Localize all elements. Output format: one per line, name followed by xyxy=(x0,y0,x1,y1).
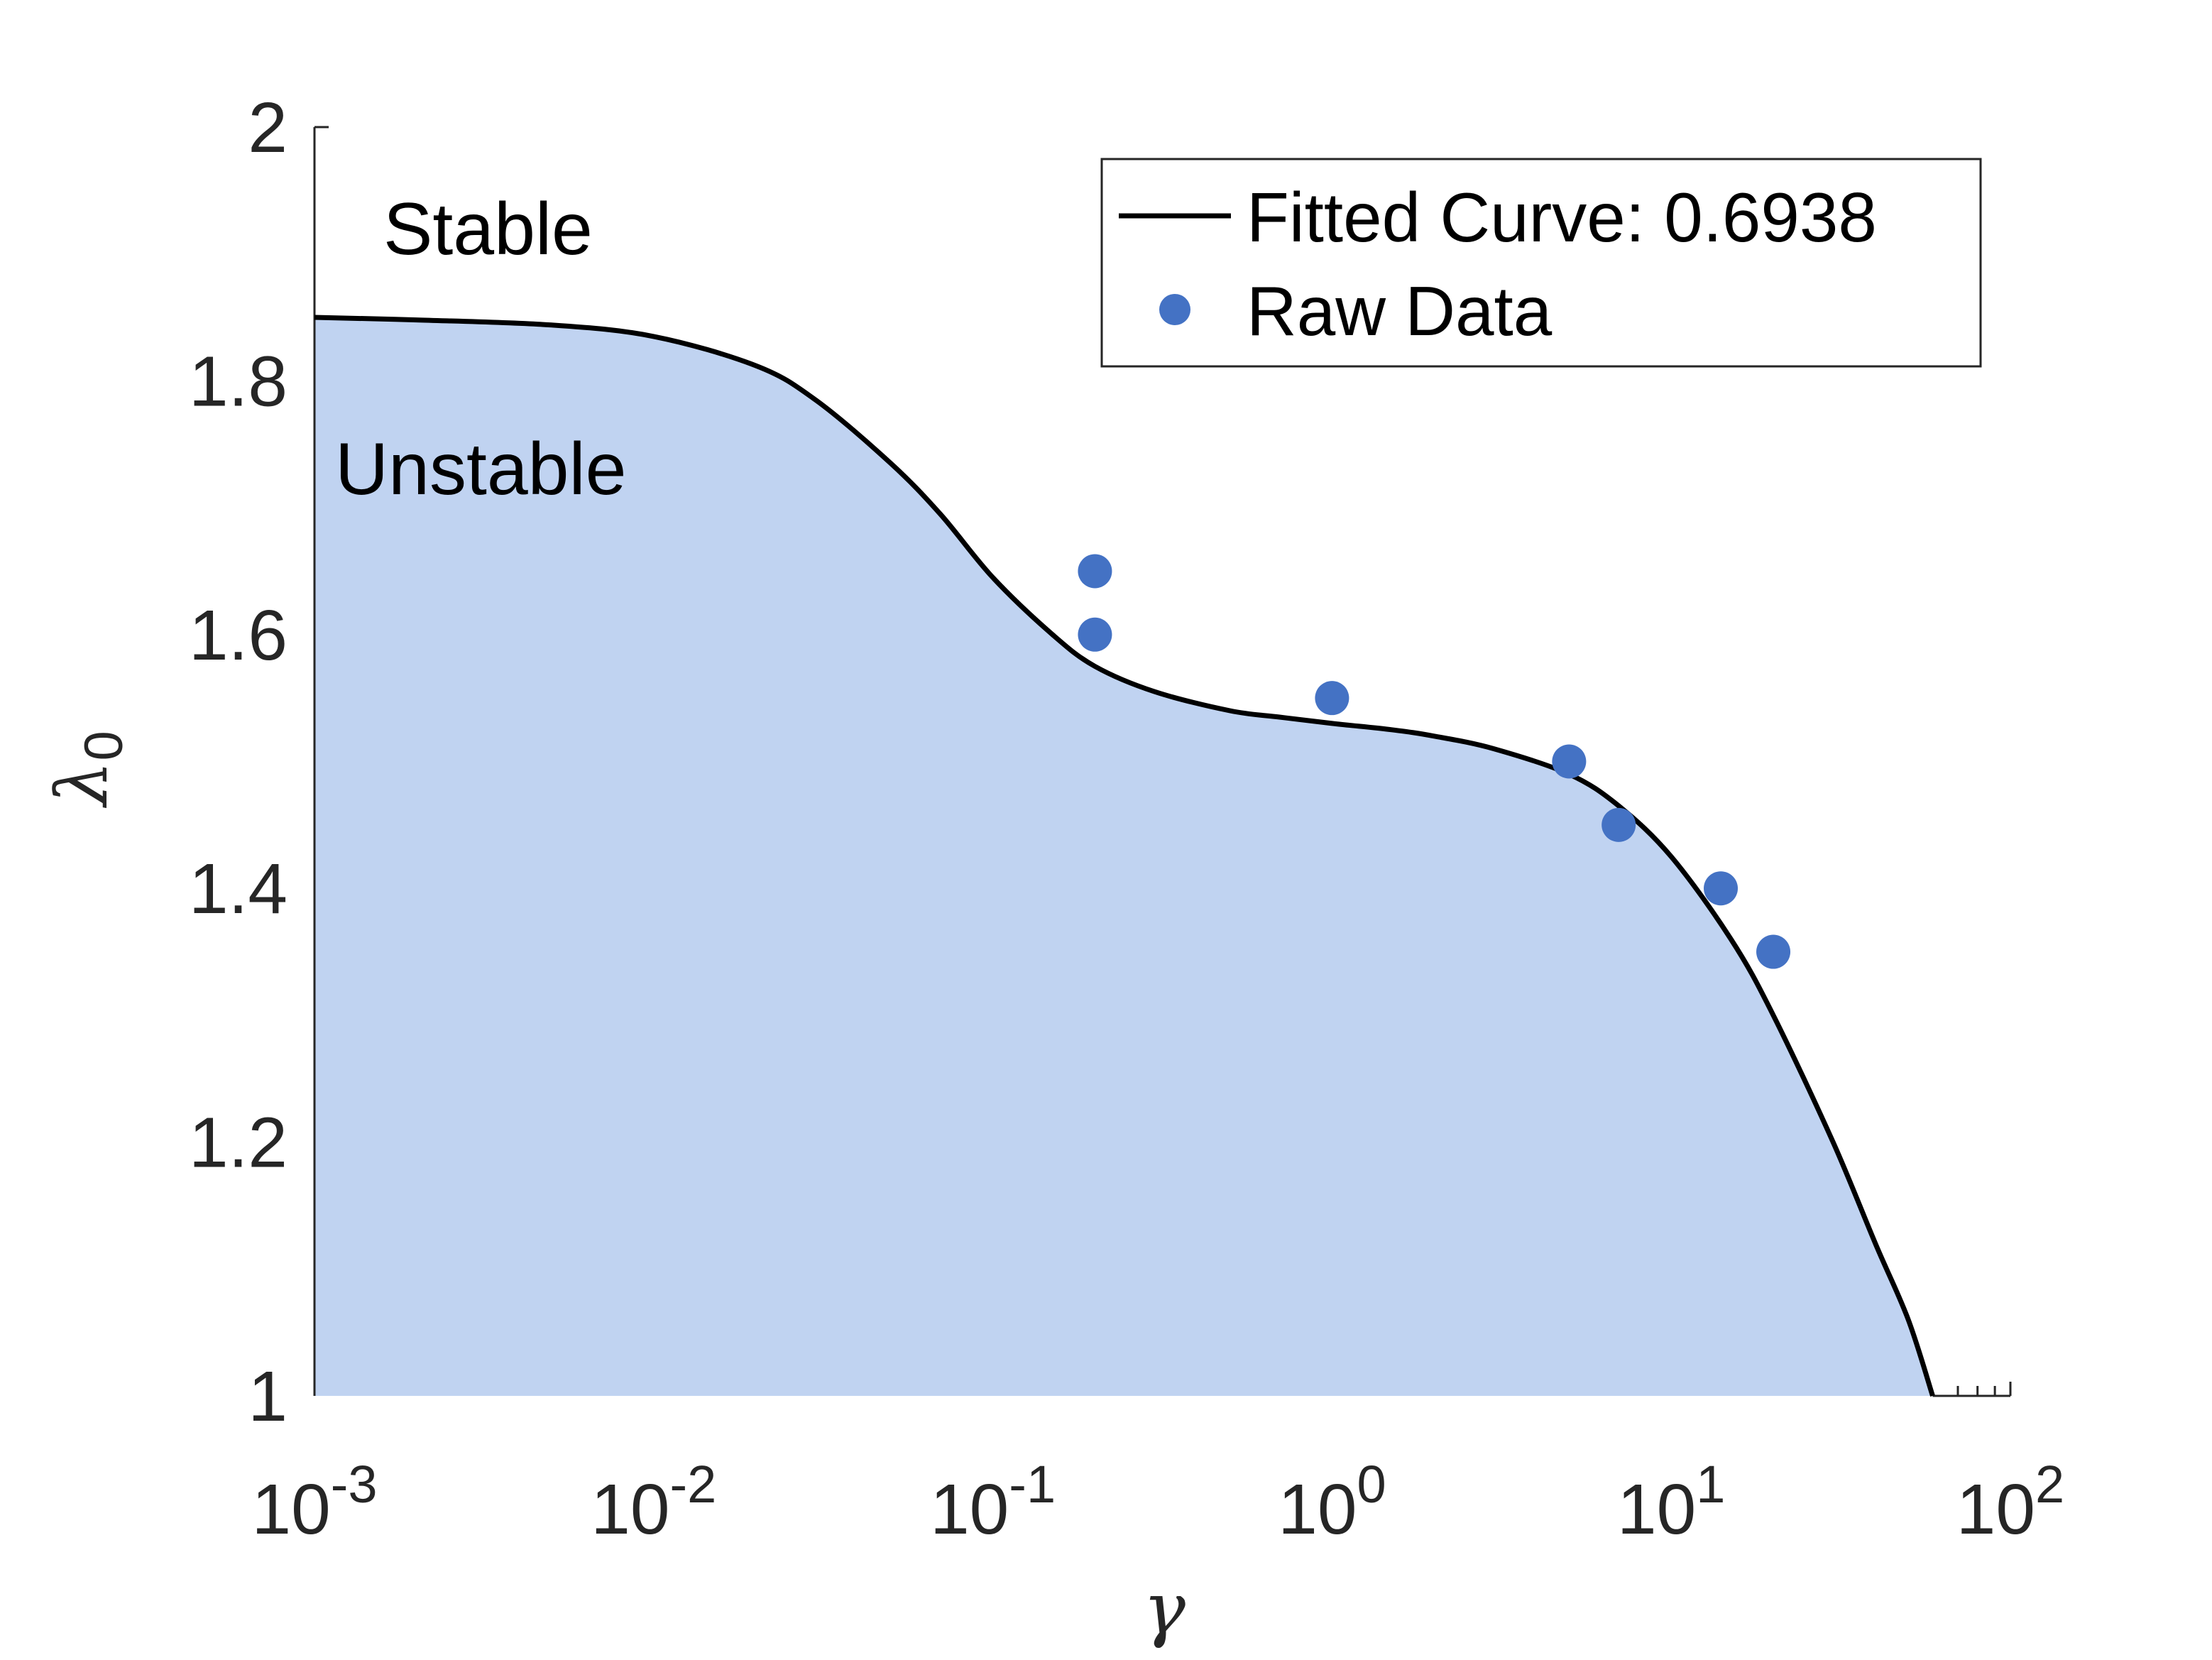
legend: Fitted Curve: 0.6938 Raw Data xyxy=(1100,158,1982,368)
raw-data-point xyxy=(1078,617,1112,652)
y-axis-label-base: λ xyxy=(40,760,124,808)
stable-region-label: Stable xyxy=(383,188,593,271)
fitted-curve-line xyxy=(314,315,1935,1397)
y-tick-labels: 1 1.2 1.4 1.6 1.8 2 xyxy=(189,88,288,1436)
x-tick-label-exponent: -2 xyxy=(670,1455,717,1514)
x-tick-label: 100 xyxy=(1278,1455,1386,1549)
x-tick-label-exponent: 1 xyxy=(1696,1455,1725,1514)
legend-label-fitted-curve: Fitted Curve: 0.6938 xyxy=(1247,178,1877,256)
x-tick-label-exponent: 2 xyxy=(2035,1455,2064,1514)
x-tick-label-base: 10 xyxy=(930,1470,1009,1549)
y-tick-label: 1 xyxy=(248,1357,288,1436)
y-tick-label: 2 xyxy=(248,88,288,168)
y-tick-label: 1.2 xyxy=(189,1103,288,1183)
raw-data-point xyxy=(1756,934,1791,969)
unstable-region-fill xyxy=(314,317,1933,1396)
axes xyxy=(313,126,2012,1397)
x-tick-label: 10-1 xyxy=(930,1455,1056,1549)
raw-data-point xyxy=(1078,554,1112,589)
x-tick-label-base: 10 xyxy=(1278,1470,1357,1549)
x-tick-label-exponent: -1 xyxy=(1009,1455,1056,1514)
minor-ticks xyxy=(1956,1386,1996,1396)
x-tick-label: 10-2 xyxy=(591,1455,716,1549)
legend-label-raw-data: Raw Data xyxy=(1247,272,1553,350)
legend-marker-swatch xyxy=(1159,294,1190,325)
raw-data-point xyxy=(1552,744,1587,779)
y-tick-label: 1.4 xyxy=(189,849,288,929)
x-tick-label-exponent: 0 xyxy=(1357,1455,1386,1514)
y-tick-label: 1.8 xyxy=(189,342,288,421)
raw-data-point xyxy=(1315,681,1349,716)
y-axis-label: λ0 xyxy=(40,731,134,809)
x-tick-label-base: 10 xyxy=(1617,1470,1696,1549)
unstable-region-label: Unstable xyxy=(335,428,626,510)
x-tick-label: 10-3 xyxy=(251,1455,377,1549)
legend-box xyxy=(1100,158,1982,368)
x-tick-label-base: 10 xyxy=(1956,1470,2035,1549)
x-axis-label: γ xyxy=(1143,1567,1186,1650)
y-tick-label: 1.6 xyxy=(189,596,288,675)
raw-data-point xyxy=(1601,807,1636,842)
x-tick-label-base: 10 xyxy=(591,1470,669,1549)
y-axis-label-subscript: 0 xyxy=(74,731,134,760)
x-tick-labels: 10-3 10-2 10-1 100 101 102 xyxy=(251,1455,2064,1549)
x-tick-label-base: 10 xyxy=(251,1470,330,1549)
raw-data-points xyxy=(1078,554,1791,969)
x-tick-label: 102 xyxy=(1956,1455,2064,1549)
raw-data-point xyxy=(1704,871,1739,906)
x-tick-label-exponent: -3 xyxy=(331,1455,378,1514)
x-tick-label: 101 xyxy=(1617,1455,1725,1549)
